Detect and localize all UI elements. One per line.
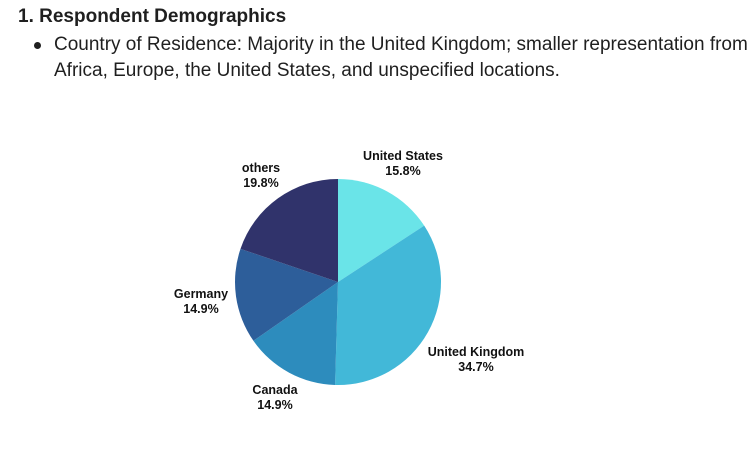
pie-slice-others: [240, 179, 338, 282]
slice-value-canada: 14.9%: [257, 398, 292, 412]
bullet-dot-icon: [34, 42, 41, 49]
pie-slice-united-kingdom: [335, 225, 441, 386]
pie-slice-germany: [234, 248, 338, 341]
slice-value-others: 19.8%: [243, 176, 278, 190]
slice-value-united-kingdom: 34.7%: [458, 360, 493, 374]
slice-value-united-states: 15.8%: [385, 164, 420, 178]
bullet-text: Country of Residence: Majority in the Un…: [54, 34, 748, 81]
pie-slice-united-states: [338, 179, 425, 282]
slice-label-canada: Canada: [252, 383, 298, 397]
slice-label-united-kingdom: United Kingdom: [428, 345, 525, 359]
pie-slice-canada: [253, 282, 338, 385]
bullet-list: Country of Residence: Majority in the Un…: [34, 32, 754, 84]
slice-label-germany: Germany: [174, 287, 228, 301]
slice-label-others: others: [242, 161, 280, 175]
bullet-item: Country of Residence: Majority in the Un…: [34, 32, 754, 84]
slice-label-united-states: United States: [363, 149, 443, 163]
slice-value-germany: 14.9%: [183, 302, 218, 316]
section-heading: 1. Respondent Demographics: [18, 6, 287, 27]
